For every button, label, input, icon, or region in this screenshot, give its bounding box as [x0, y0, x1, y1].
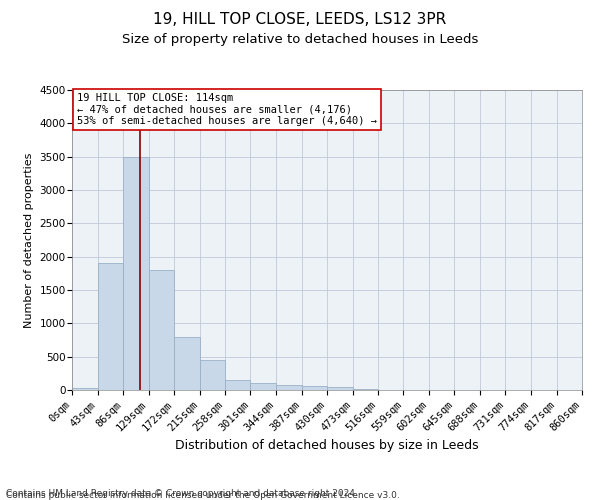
Bar	[72, 388, 97, 390]
Y-axis label: Number of detached properties: Number of detached properties	[24, 152, 34, 328]
Bar	[276, 386, 302, 390]
Bar	[251, 384, 276, 390]
Bar	[327, 386, 353, 390]
Text: Contains HM Land Registry data © Crown copyright and database right 2024.: Contains HM Land Registry data © Crown c…	[6, 488, 358, 498]
Bar	[149, 270, 174, 390]
Text: 19, HILL TOP CLOSE, LEEDS, LS12 3PR: 19, HILL TOP CLOSE, LEEDS, LS12 3PR	[154, 12, 446, 28]
X-axis label: Distribution of detached houses by size in Leeds: Distribution of detached houses by size …	[175, 439, 479, 452]
Bar	[225, 380, 251, 390]
Bar	[199, 360, 225, 390]
Bar	[123, 156, 149, 390]
Bar	[97, 264, 123, 390]
Bar	[174, 336, 199, 390]
Bar	[302, 386, 327, 390]
Text: Contains public sector information licensed under the Open Government Licence v3: Contains public sector information licen…	[6, 491, 400, 500]
Text: Size of property relative to detached houses in Leeds: Size of property relative to detached ho…	[122, 32, 478, 46]
Text: 19 HILL TOP CLOSE: 114sqm
← 47% of detached houses are smaller (4,176)
53% of se: 19 HILL TOP CLOSE: 114sqm ← 47% of detac…	[77, 93, 377, 126]
